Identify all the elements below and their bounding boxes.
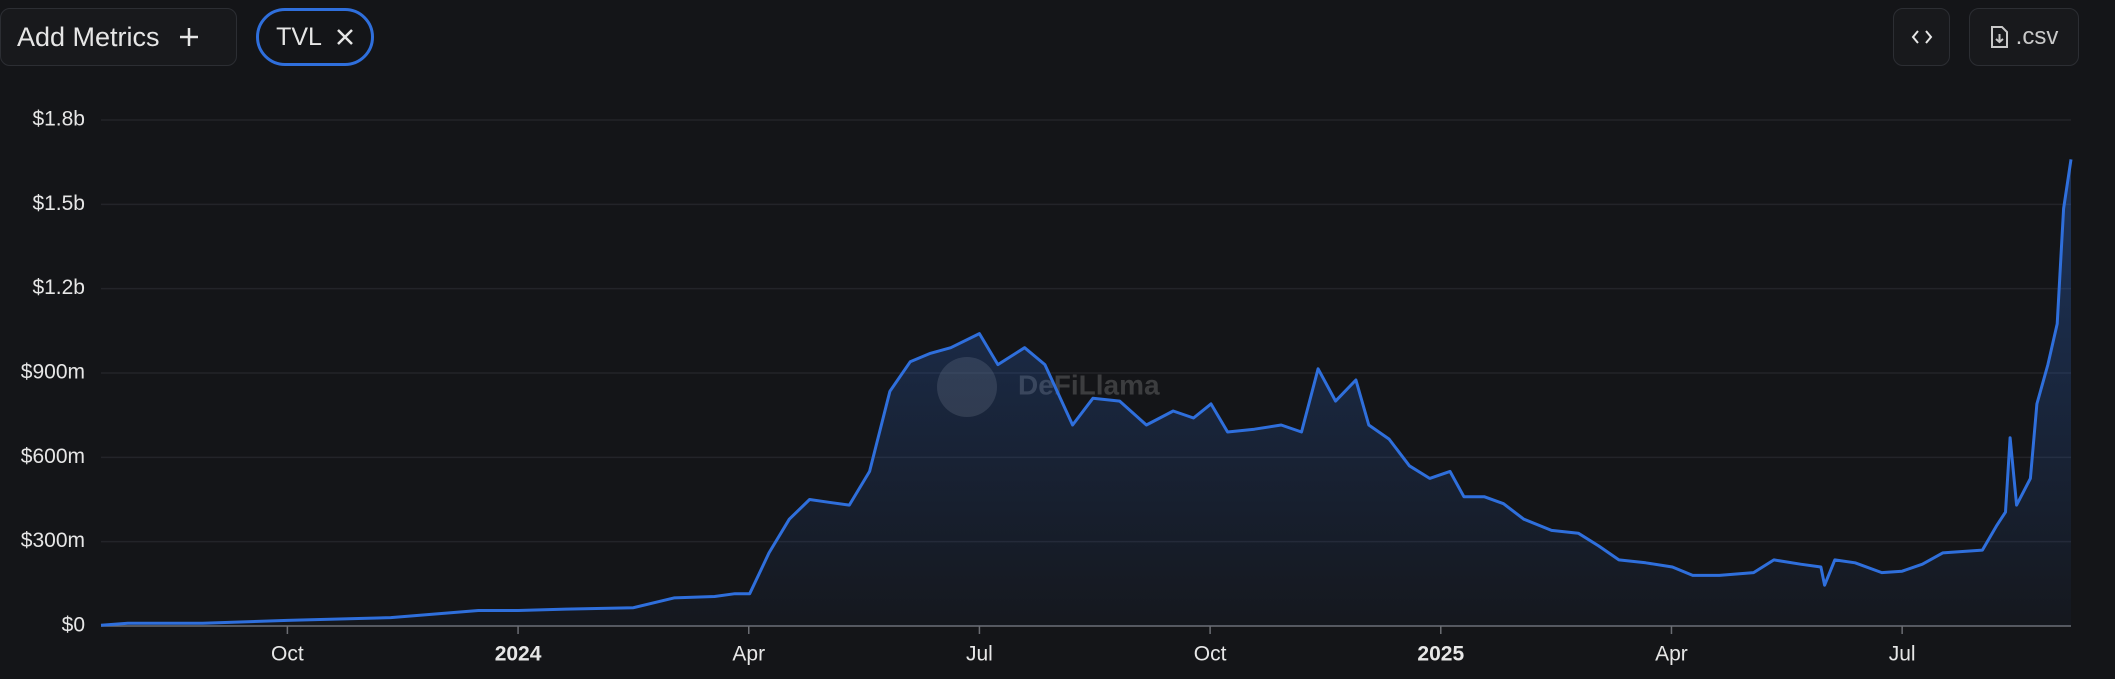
y-tick-label: $900m (21, 361, 85, 384)
x-tick-label: Oct (1194, 643, 1227, 666)
code-icon (1911, 30, 1932, 44)
y-tick-label: $1.2b (32, 276, 85, 299)
metric-chip[interactable]: TVL (256, 8, 374, 66)
add-metrics-label: Add Metrics (17, 21, 160, 52)
download-icon (1990, 26, 2008, 48)
x-tick-label: 2024 (495, 643, 542, 666)
y-tick-label: $600m (21, 445, 85, 468)
y-tick-label: $1.8b (32, 108, 85, 131)
close-icon[interactable] (336, 28, 354, 46)
line (100, 159, 2073, 627)
embed-button[interactable] (1893, 8, 1950, 66)
plus-icon (179, 28, 198, 46)
chart: DeFiLlama $0$300m$600m$900m$1.2b$1.5b$1.… (21, 108, 2073, 666)
x-tick-label: Apr (1655, 643, 1688, 666)
y-tick-label: $300m (21, 529, 85, 552)
csv-button[interactable]: .csv (1969, 8, 2079, 66)
metric-chip-label: TVL (276, 22, 322, 51)
y-tick-label: $0 (62, 614, 85, 637)
x-tick-label: 2025 (1417, 643, 1464, 666)
x-tick-label: Jul (1889, 643, 1916, 666)
add-metrics-button[interactable]: Add Metrics (0, 8, 237, 66)
x-tick-label: Apr (732, 643, 765, 666)
x-tick-label: Oct (271, 643, 304, 666)
x-tick-label: Jul (966, 643, 993, 666)
csv-label: .csv (2015, 23, 2059, 50)
area (101, 159, 2071, 626)
y-tick-label: $1.5b (32, 192, 85, 215)
